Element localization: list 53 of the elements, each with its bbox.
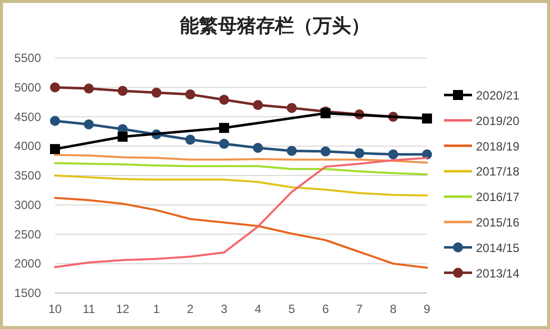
legend-label: 2016/17	[476, 190, 520, 204]
point	[219, 94, 230, 105]
y-tick-label: 5500	[14, 51, 42, 65]
y-tick-label: 5000	[14, 80, 42, 94]
x-tick-label: 10	[48, 302, 62, 316]
point	[286, 146, 297, 156]
legend-label: 2020/21	[476, 88, 520, 102]
legend-label: 2019/20	[476, 114, 520, 128]
y-tick-label: 3500	[14, 168, 42, 182]
x-tick-label: 12	[116, 302, 130, 316]
point	[118, 86, 128, 96]
point	[185, 89, 196, 100]
y-tick-label: 3000	[14, 198, 42, 212]
point	[151, 88, 162, 98]
x-tick-label: 8	[390, 302, 397, 316]
chart-title: 能繁母猪存栏（万头）	[180, 15, 370, 37]
point	[84, 119, 94, 130]
x-tick-label: 9	[424, 302, 431, 316]
point	[320, 146, 331, 156]
point	[219, 138, 230, 149]
point	[252, 142, 263, 153]
x-tick-label: 5	[288, 302, 296, 316]
point	[219, 122, 230, 133]
legend-label: 2017/18	[476, 164, 520, 179]
point	[388, 149, 398, 160]
point	[50, 144, 60, 154]
point	[84, 84, 94, 94]
legend-label: 2013/14	[476, 266, 520, 280]
point	[185, 134, 196, 145]
point	[286, 102, 297, 113]
legend-label: 2014/15	[476, 240, 520, 255]
y-tick-label: 4000	[14, 139, 42, 154]
point	[50, 82, 60, 92]
legend-label: 2015/16	[476, 216, 520, 230]
y-tick-label: 2000	[14, 256, 42, 271]
line-series	[54, 196, 428, 269]
y-tick-label: 1500	[14, 286, 42, 300]
x-tick-label: 4	[254, 302, 262, 316]
point	[118, 132, 128, 142]
x-tick-label: 2	[186, 302, 194, 316]
x-tick-label: 7	[356, 302, 364, 316]
x-tick-label: 3	[220, 302, 228, 316]
y-tick-label: 2500	[14, 227, 42, 242]
line-series	[54, 174, 428, 196]
legend-label: 2018/19	[476, 139, 520, 154]
line-series	[54, 162, 428, 176]
x-tick-label: 11	[82, 302, 96, 316]
x-tick-label: 6	[322, 302, 330, 316]
y-tick-label: 4500	[14, 110, 42, 124]
x-tick-label: 1	[153, 302, 160, 316]
point	[50, 116, 60, 126]
point	[354, 148, 364, 158]
point	[252, 100, 263, 110]
